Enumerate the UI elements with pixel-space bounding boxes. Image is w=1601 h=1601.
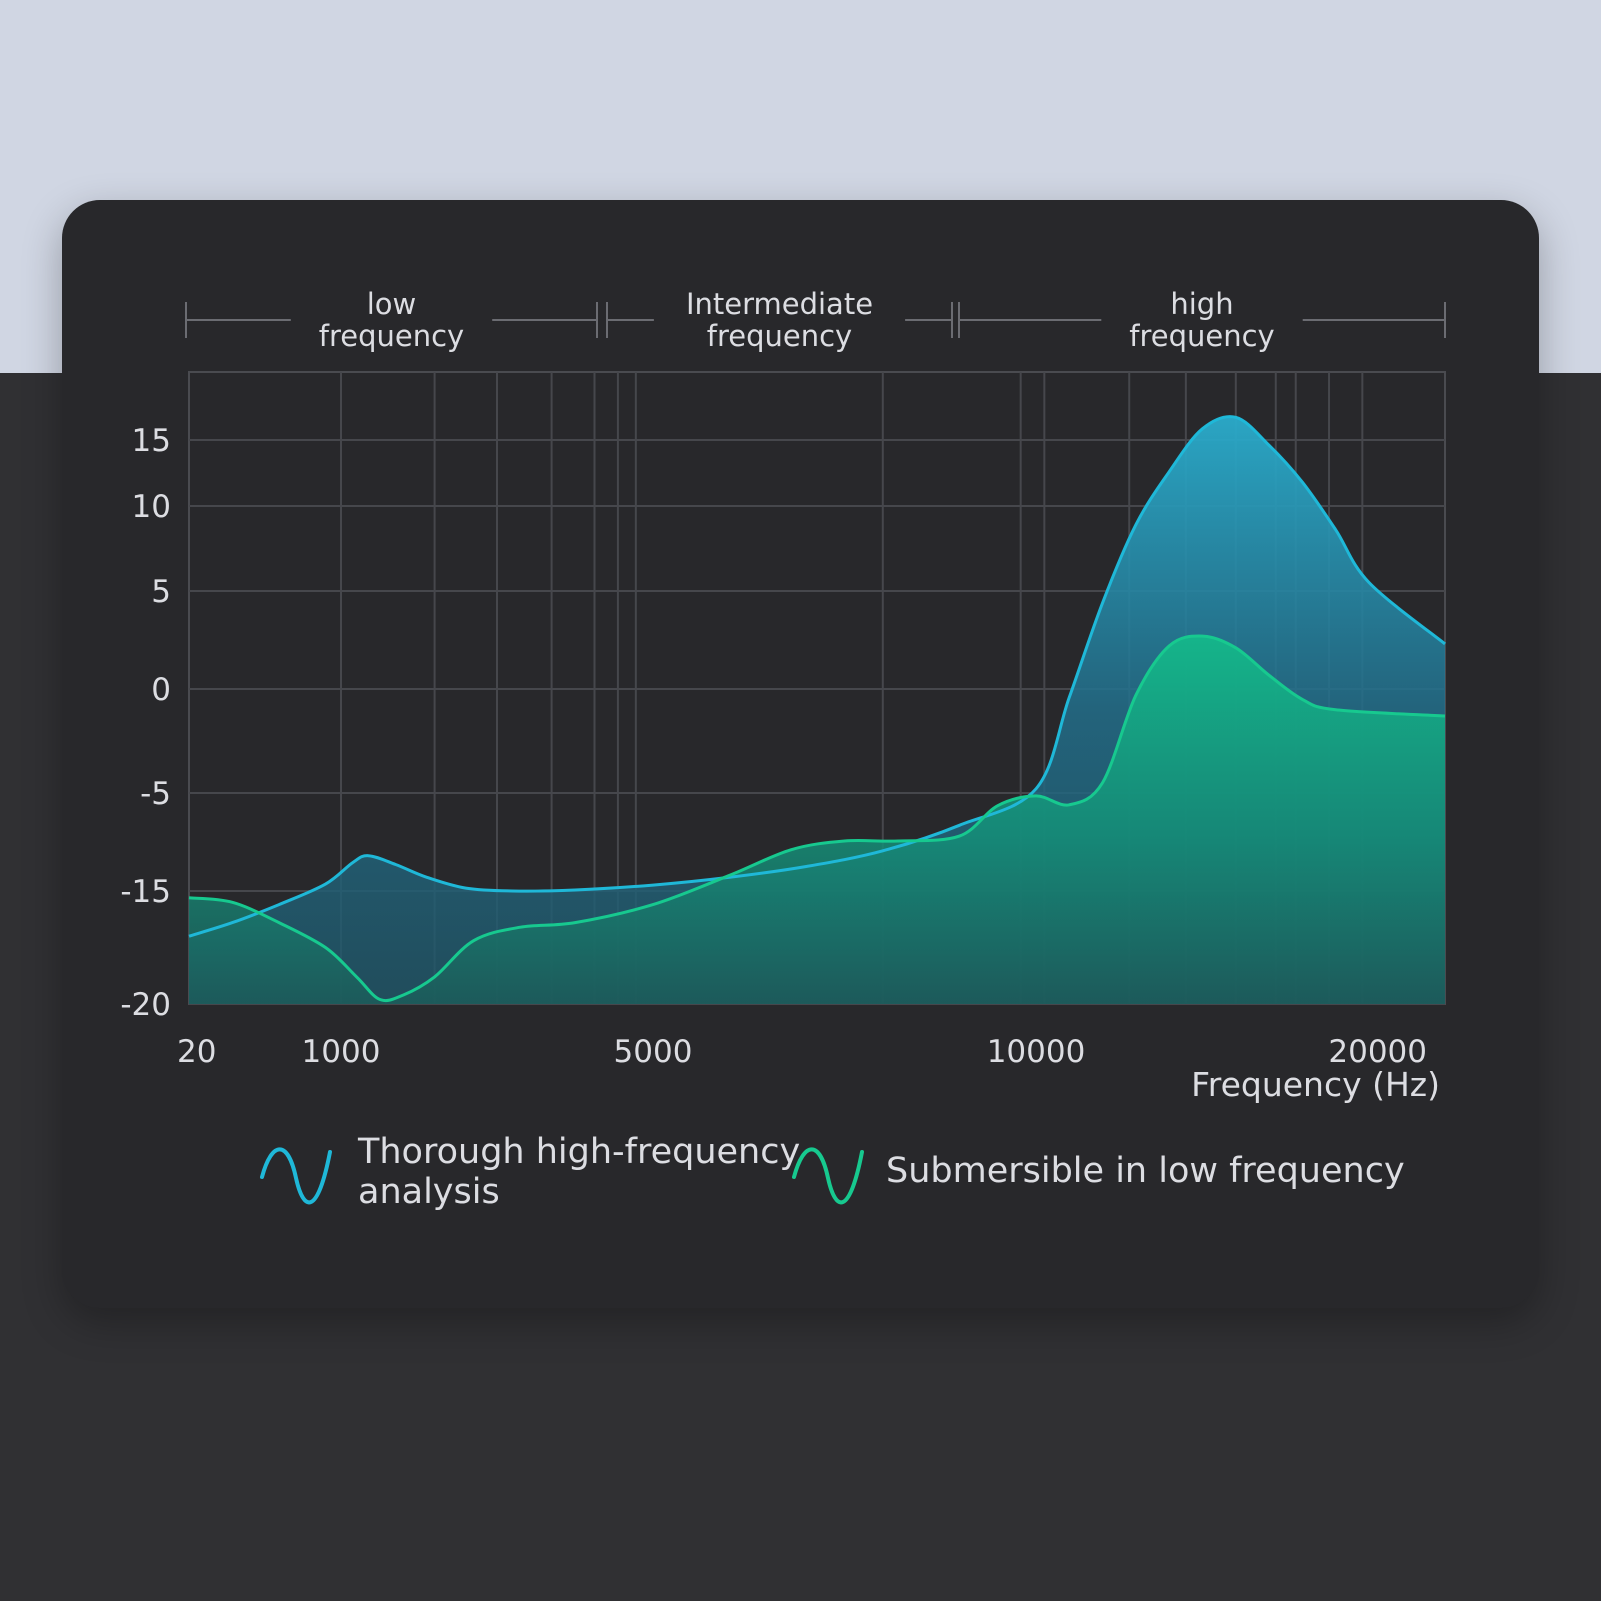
legend-item: Thorough high-frequency analysis xyxy=(260,1132,800,1212)
y-tick-label: 5 xyxy=(151,574,171,610)
y-tick-label: -15 xyxy=(120,874,171,910)
wave-icon xyxy=(260,1147,332,1205)
x-tick-label: 1000 xyxy=(302,1034,381,1070)
x-tick-label: 20 xyxy=(177,1034,216,1070)
band-label: high xyxy=(1170,287,1233,321)
series-line-2 xyxy=(188,634,1446,1003)
x-tick-label: 10000 xyxy=(987,1034,1086,1070)
series-area-2 xyxy=(189,636,1445,1004)
band-label: Intermediate xyxy=(686,287,873,321)
y-tick-label: 0 xyxy=(151,672,171,708)
frequency-bands: lowfrequencyIntermediatefrequencyhighfre… xyxy=(185,287,1446,353)
legend-label: Thorough high-frequency analysis xyxy=(357,1132,800,1212)
y-tick-label: -5 xyxy=(140,776,171,812)
x-tick-label: 5000 xyxy=(614,1034,693,1070)
y-tick-label: -20 xyxy=(120,987,171,1023)
wave-icon xyxy=(792,1147,864,1205)
legend: Thorough high-frequency analysis Submersib… xyxy=(260,1132,1405,1212)
legend-label: Submersible in low frequency xyxy=(886,1151,1405,1191)
band-label: frequency xyxy=(707,319,852,353)
band-label: frequency xyxy=(319,319,464,353)
frequency-response-chart: lowfrequencyIntermediatefrequencyhighfre… xyxy=(120,287,1446,1212)
x-axis-title: Frequency (Hz) xyxy=(1191,1065,1440,1104)
band-label: frequency xyxy=(1129,319,1274,353)
series-line-1 xyxy=(188,415,1446,938)
legend-item: Submersible in low frequency xyxy=(792,1147,1405,1205)
chart-card: low frequency Intermediate frequency high fre… xyxy=(62,200,1539,1308)
x-tick-label: 20000 xyxy=(1328,1034,1427,1070)
band-label: low xyxy=(367,287,417,321)
series-lines xyxy=(188,415,1446,1003)
y-tick-label: 10 xyxy=(132,489,171,525)
series-areas xyxy=(189,416,1445,1005)
y-tick-label: 15 xyxy=(132,423,171,459)
